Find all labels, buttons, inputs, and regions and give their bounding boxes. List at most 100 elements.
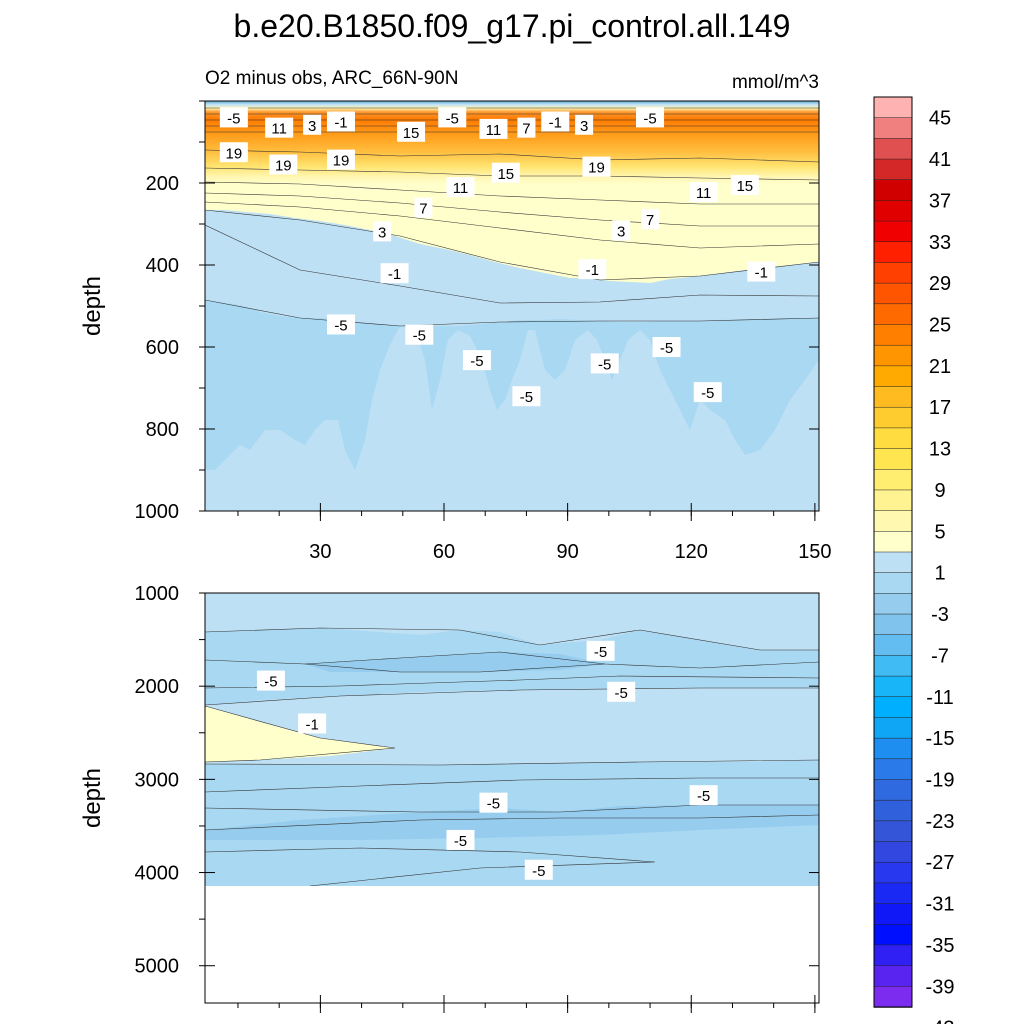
- units-label: mmol/m^3: [732, 72, 819, 93]
- upper-panel: -5 11 3 -1 15 -5 11 7 -1 3 -5 19 19 19 15 19 11 11 15 7 7 3 3 -…: [79, 100, 832, 563]
- lower-label-box: [479, 792, 508, 813]
- colorbar-swatch: [873, 820, 913, 843]
- upper-label-box: [397, 121, 426, 142]
- colorbar: [873, 96, 913, 1008]
- colorbar-label: 13: [929, 439, 951, 461]
- colorbar-swatch: [873, 220, 913, 243]
- upper-label-box: [747, 261, 776, 282]
- upper-x-tick-label: 150: [798, 541, 831, 563]
- upper-label-box: [380, 263, 409, 284]
- upper-contour-label: 3: [378, 224, 386, 241]
- upper-label-box: [219, 107, 248, 128]
- lower-label-box: [446, 829, 475, 850]
- upper-contour-labels: -5 11 3 -1 15 -5 11 7 -1 3 -5 19 19 19 15 19 11 11 15 7 7 3 3 -…: [219, 107, 776, 407]
- upper-y-tick-label: 400: [146, 255, 179, 277]
- upper-contour-label: 11: [271, 121, 287, 138]
- lower-contour-label: -5: [594, 644, 607, 661]
- upper-contour-label: -1: [549, 115, 562, 132]
- lower-y-tick-label: 4000: [135, 863, 180, 885]
- colorbar-label: -23: [926, 811, 955, 833]
- lower-y-tick-label: 1000: [135, 583, 180, 605]
- colorbar-label: 25: [929, 315, 951, 337]
- upper-contour-label: -5: [643, 110, 656, 127]
- colorbar-swatch: [873, 158, 913, 181]
- colorbar-label: -39: [926, 976, 955, 998]
- upper-label-box: [326, 314, 355, 335]
- minus7-band: [305, 652, 605, 672]
- lower-label-box: [689, 785, 718, 806]
- colorbar-swatch: [873, 448, 913, 471]
- upper-label-box: [541, 111, 570, 132]
- colorbar-swatch: [873, 551, 913, 574]
- upper-contour-label: -5: [334, 317, 347, 334]
- lower-contour-label: -5: [454, 833, 467, 850]
- colorbar-swatch: [873, 406, 913, 429]
- colorbar-frame: [873, 96, 913, 1008]
- upper-contour-label: 15: [403, 125, 420, 142]
- colorbar-label: -19: [926, 770, 955, 792]
- colorbar-label: 29: [929, 273, 951, 295]
- upper-contour-label: 3: [580, 118, 588, 135]
- lower-label-box: [256, 670, 285, 691]
- upper-contour-label: 3: [308, 118, 316, 135]
- upper-label-box: [582, 156, 611, 177]
- colorbar-label: 21: [929, 356, 951, 378]
- colorbar-swatch: [873, 675, 913, 698]
- upper-contour-label: 7: [419, 201, 427, 218]
- lower-y-axis: 1000 2000 3000 4000 5000: [135, 583, 819, 978]
- upper-label-box: [479, 118, 508, 139]
- colorbar-swatch: [873, 613, 913, 636]
- lower-label-box: [298, 713, 327, 734]
- colorbar-label: 9: [934, 480, 945, 502]
- colorbar-swatch: [873, 469, 913, 491]
- colorbar-label: -35: [926, 935, 955, 957]
- upper-x-tick-label: 30: [309, 541, 331, 563]
- colorbar-swatch: [873, 655, 913, 677]
- colorbar-swatch: [873, 572, 913, 595]
- upper-contour-label: 15: [736, 178, 753, 195]
- colorbar-labels: 45 41 37 33 29 25 21 17 13 9 5 1 -3 -7 -11 -15 -19 -23 -27…: [926, 108, 955, 1024]
- positive-tongue: [205, 706, 395, 762]
- colorbar-swatch: [873, 303, 913, 326]
- upper-contour-label: -1: [388, 266, 401, 283]
- upper-label-box: [303, 114, 322, 135]
- colorbar-swatch: [873, 717, 913, 739]
- lower-y-tick-label: 5000: [135, 956, 180, 978]
- upper-label-box: [612, 220, 631, 241]
- lower-panel: -5 -5 -5 -1 -5 -5 -5 -5 1000 2000 3000 4000 5000 de…: [79, 583, 820, 1013]
- lower-x-axis: [237, 995, 816, 1013]
- upper-y-tick-label: 200: [146, 173, 179, 195]
- upper-ylabel: depth: [79, 276, 106, 336]
- lower-label-box: [586, 640, 615, 661]
- upper-y-tick-label: 600: [146, 337, 179, 359]
- upper-contour-label: 11: [453, 180, 469, 197]
- upper-contour-label: -1: [586, 262, 599, 279]
- upper-y-tick-label: 1000: [135, 501, 180, 523]
- upper-label-box: [590, 353, 619, 374]
- colorbar-swatch: [873, 365, 913, 388]
- colorbar-swatch: [873, 117, 913, 140]
- minus7-deep: [205, 805, 819, 840]
- upper-contour-label: 19: [588, 160, 605, 177]
- upper-label-box: [491, 162, 520, 183]
- colorbar-swatch: [873, 696, 913, 719]
- upper-contour-label: 7: [522, 121, 530, 138]
- colorbar-swatch: [873, 799, 913, 822]
- colorbar-swatch: [873, 489, 913, 512]
- colorbar-swatch: [873, 861, 913, 884]
- upper-contour-label: 3: [617, 224, 625, 241]
- colorbar-label: 5: [934, 521, 945, 543]
- colorbar-label: 33: [929, 232, 951, 254]
- upper-label-box: [405, 324, 434, 345]
- lower-plot-frame: [204, 592, 820, 1004]
- colorbar-swatch: [873, 779, 913, 801]
- lower-contour-label: -5: [697, 788, 710, 805]
- upper-label-box: [730, 175, 759, 196]
- positive-anomaly-layer: [205, 101, 819, 283]
- upper-contour-label: 19: [333, 153, 350, 170]
- colorbar-label: -7: [931, 645, 949, 667]
- lower-contour-labels: -5 -5 -5 -1 -5 -5 -5 -5: [256, 640, 718, 880]
- colorbar-swatch: [873, 427, 913, 450]
- upper-label-box: [689, 182, 718, 203]
- colorbar-swatch: [873, 282, 913, 305]
